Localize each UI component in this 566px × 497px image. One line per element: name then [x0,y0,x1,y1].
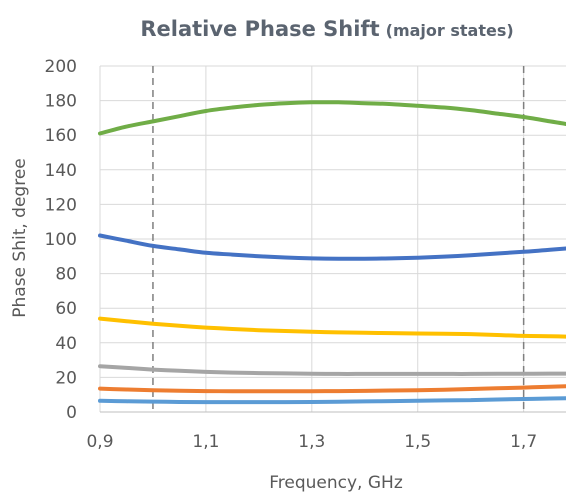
y-tick-label: 100 [45,230,77,250]
x-axis-label: Frequency, GHz [269,473,403,493]
x-tick-labels: 0,9 1,1 1,3 1,5 1,7 [86,432,537,452]
series-lines [98,100,566,405]
x-tick-label: 0,9 [86,432,113,452]
frequency-markers [152,66,525,412]
y-tick-label: 60 [55,299,77,319]
series-line [98,384,566,394]
y-axis-label: Phase Shit, degree [10,158,30,318]
chart-title-sub: (major states) [386,21,514,40]
y-tick-label: 0 [66,403,77,423]
series-line [98,100,566,136]
chart-title-main: Relative Phase Shift [140,17,379,41]
y-tick-label: 80 [55,265,77,285]
x-tick-label: 1,3 [298,432,325,452]
series-line [98,396,566,405]
x-tick-label: 1,5 [404,432,431,452]
x-tick-label: 1,1 [192,432,219,452]
y-tick-label: 120 [45,195,77,215]
series-line [98,233,566,261]
y-tick-label: 180 [45,92,77,112]
y-tick-label: 160 [45,126,77,146]
y-tick-label: 200 [45,57,77,77]
chart-title: Relative Phase Shift (major states) [140,17,513,41]
series-line [98,316,566,339]
y-tick-labels: 0 20 40 60 80 100 120 140 160 180 200 [45,57,77,423]
y-tick-label: 140 [45,161,77,181]
grid [99,65,566,413]
y-tick-label: 20 [55,368,77,388]
x-tick-label: 1,7 [510,432,537,452]
y-tick-label: 40 [55,334,77,354]
series-line [98,364,566,376]
